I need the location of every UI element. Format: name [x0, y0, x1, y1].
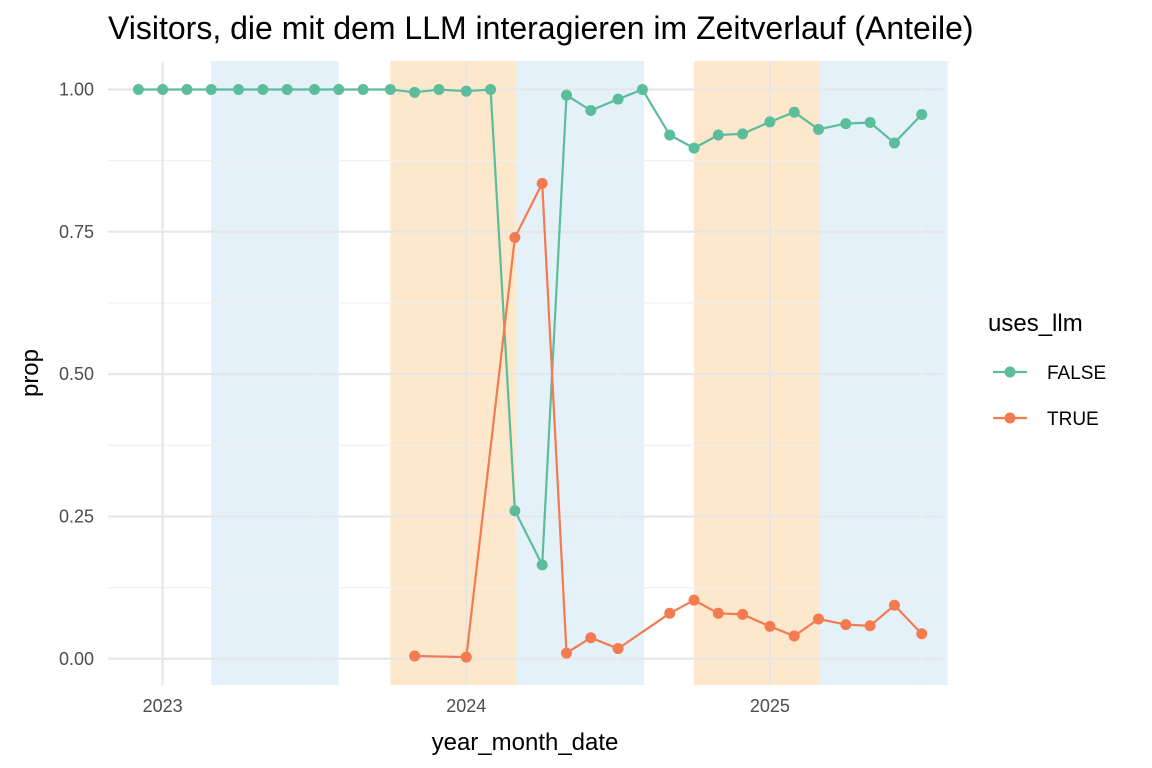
point-true-14	[840, 619, 852, 631]
point-true-15	[864, 620, 876, 632]
point-true-1	[460, 651, 472, 663]
point-true-11	[764, 620, 776, 632]
point-false-7	[308, 83, 320, 95]
series-points	[132, 83, 928, 663]
y-tick-label: 0.00	[59, 649, 94, 669]
y-axis-label: prop	[17, 349, 44, 397]
shaded-period-3	[694, 61, 821, 685]
legend-label-true: TRUE	[1047, 409, 1099, 430]
point-false-9	[357, 83, 369, 95]
x-tick-label: 2025	[750, 696, 790, 716]
shaded-period-2	[516, 61, 644, 685]
point-true-0	[409, 650, 421, 662]
x-tick-label: 2023	[143, 696, 183, 716]
x-axis-label: year_month_date	[432, 729, 619, 756]
y-tick-label: 1.00	[59, 79, 94, 99]
y-ticks: 0.00 0.25 0.50 0.75 1.00	[59, 79, 94, 668]
y-tick-label: 0.75	[59, 222, 94, 242]
point-true-10	[737, 608, 749, 620]
point-true-4	[560, 647, 572, 659]
legend-key-point-true	[1004, 412, 1016, 424]
point-true-12	[788, 630, 800, 642]
point-false-3	[205, 83, 217, 95]
point-false-23	[712, 129, 724, 141]
point-false-5	[257, 83, 269, 95]
point-true-8	[688, 594, 700, 606]
point-false-21	[664, 129, 676, 141]
point-false-18	[585, 105, 597, 117]
point-false-15	[509, 505, 521, 517]
point-false-31	[916, 109, 928, 121]
legend-title: uses_llm	[988, 310, 1083, 337]
shaded-period-4	[820, 61, 948, 685]
point-false-29	[864, 116, 876, 128]
point-false-25	[764, 116, 776, 128]
legend: uses_llm FALSE TRUE	[988, 310, 1106, 430]
point-true-6	[612, 643, 624, 655]
chart-title: Visitors, die mit dem LLM interagieren i…	[108, 10, 974, 46]
x-ticks: 2023 2024 2025	[143, 696, 790, 716]
point-true-5	[585, 632, 597, 644]
legend-keys	[993, 366, 1027, 424]
point-false-1	[157, 83, 169, 95]
point-false-30	[888, 137, 900, 149]
point-false-4	[233, 83, 245, 95]
point-false-20	[636, 83, 648, 95]
point-true-16	[888, 599, 900, 611]
point-false-11	[409, 86, 421, 98]
point-false-6	[281, 83, 293, 95]
point-true-9	[712, 607, 724, 619]
point-false-17	[560, 89, 572, 101]
point-false-26	[788, 106, 800, 118]
point-false-2	[181, 83, 193, 95]
point-false-27	[813, 123, 825, 135]
point-false-22	[688, 142, 700, 154]
point-false-14	[485, 83, 497, 95]
point-false-8	[333, 83, 345, 95]
point-false-28	[840, 118, 852, 130]
shaded-period-1	[390, 61, 517, 685]
point-true-2	[509, 231, 521, 243]
y-tick-label: 0.25	[59, 506, 94, 526]
point-false-13	[460, 85, 472, 97]
point-true-3	[536, 177, 548, 189]
point-false-12	[433, 83, 445, 95]
grid	[108, 61, 943, 685]
shaded-period-0	[211, 61, 339, 685]
point-true-7	[664, 607, 676, 619]
legend-label-false: FALSE	[1047, 363, 1106, 384]
legend-key-point-false	[1004, 366, 1016, 378]
point-true-17	[916, 628, 928, 640]
point-false-24	[737, 128, 749, 140]
y-tick-label: 0.50	[59, 364, 94, 384]
point-false-16	[536, 559, 548, 571]
shaded-periods	[211, 61, 948, 685]
point-false-10	[384, 83, 396, 95]
point-true-13	[813, 613, 825, 625]
point-false-19	[612, 93, 624, 105]
point-false-0	[132, 83, 144, 95]
x-tick-label: 2024	[446, 696, 486, 716]
